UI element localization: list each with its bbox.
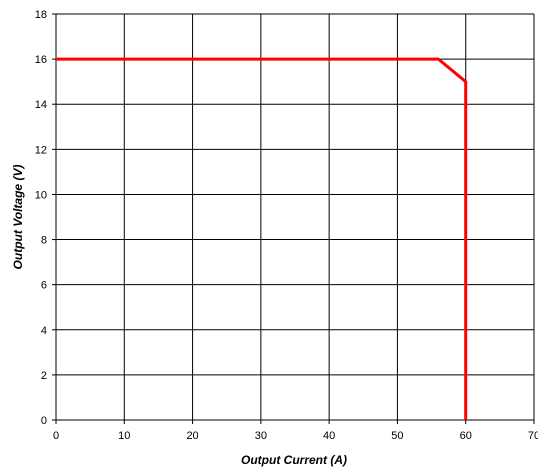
x-tick-label: 0 bbox=[53, 430, 59, 442]
y-tick-label: 6 bbox=[41, 280, 47, 292]
x-axis-label: Output Current (A) bbox=[241, 453, 347, 467]
x-tick-label: 70 bbox=[528, 430, 538, 442]
x-tick-label: 30 bbox=[255, 430, 267, 442]
y-axis-label: Output Voltage (V) bbox=[11, 165, 25, 270]
y-tick-label: 14 bbox=[35, 99, 47, 111]
x-tick-label: 20 bbox=[186, 430, 198, 442]
y-tick-label: 2 bbox=[41, 370, 47, 382]
axes bbox=[52, 13, 535, 424]
x-tick-labels: 0 10 20 30 40 50 60 70 bbox=[53, 430, 538, 442]
x-tick-label: 60 bbox=[460, 430, 472, 442]
y-tick-label: 16 bbox=[35, 54, 47, 66]
x-tick-label: 50 bbox=[391, 430, 403, 442]
y-tick-label: 18 bbox=[35, 9, 47, 21]
y-tick-label: 12 bbox=[35, 144, 47, 156]
series-lines bbox=[56, 57, 468, 420]
y-tick-labels: 0 2 4 6 8 10 12 14 16 18 bbox=[35, 9, 47, 427]
series-line bbox=[56, 57, 468, 420]
y-tick-label: 4 bbox=[41, 325, 47, 337]
x-tick-label: 10 bbox=[118, 430, 130, 442]
grid-lines bbox=[56, 13, 535, 420]
y-tick-label: 0 bbox=[41, 415, 47, 427]
y-tick-label: 8 bbox=[41, 235, 47, 247]
y-tick-label: 10 bbox=[35, 189, 47, 201]
x-tick-label: 40 bbox=[323, 430, 335, 442]
